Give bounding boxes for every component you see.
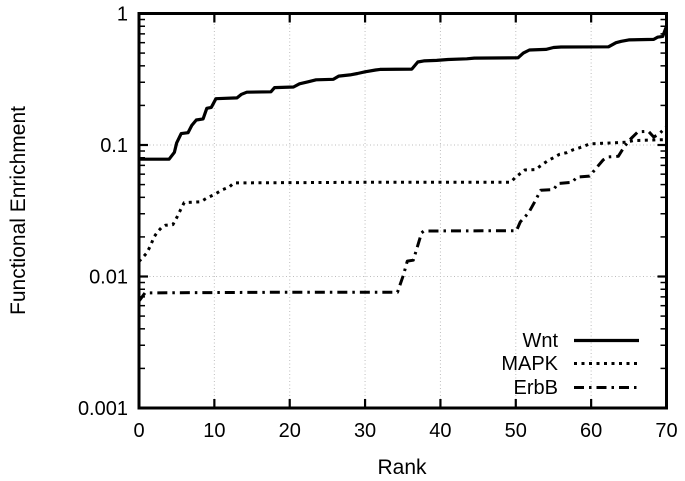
data-curves: [137, 25, 668, 302]
x-tick-label-60: 60: [580, 420, 602, 442]
series-erbb-line: [137, 125, 668, 302]
y-tick-label-0.01: 0.01: [89, 267, 128, 289]
plot-border: [137, 12, 668, 410]
x-tick-label-20: 20: [279, 420, 301, 442]
y-tick-label-1: 1: [117, 4, 128, 26]
y-tick-label-0.1: 0.1: [100, 135, 128, 157]
y-axis-title: Functional Enrichment: [7, 106, 30, 315]
legend-label-wnt: Wnt: [522, 330, 558, 352]
x-tick-label-50: 50: [505, 420, 527, 442]
x-tick-label-30: 30: [354, 420, 376, 442]
axis-ticks: [137, 12, 668, 410]
x-tick-label-0: 0: [133, 420, 144, 442]
gridlines: [139, 13, 667, 408]
x-tick-label-70: 70: [655, 420, 677, 442]
legend-label-erbb: ErbB: [514, 377, 558, 399]
series-mapk-line: [137, 138, 667, 263]
series-wnt-line: [139, 25, 668, 161]
x-tick-label-40: 40: [429, 420, 451, 442]
x-axis-title: Rank: [377, 456, 427, 479]
legend: Wnt MAPK ErbB: [501, 330, 639, 399]
x-tick-label-10: 10: [203, 420, 225, 442]
y-tick-label-0.001: 0.001: [78, 398, 128, 420]
legend-label-mapk: MAPK: [501, 353, 558, 375]
tick-labels: 0 10 20 30 40 50 60 70 1 0.1 0.01 0.001: [78, 4, 678, 443]
